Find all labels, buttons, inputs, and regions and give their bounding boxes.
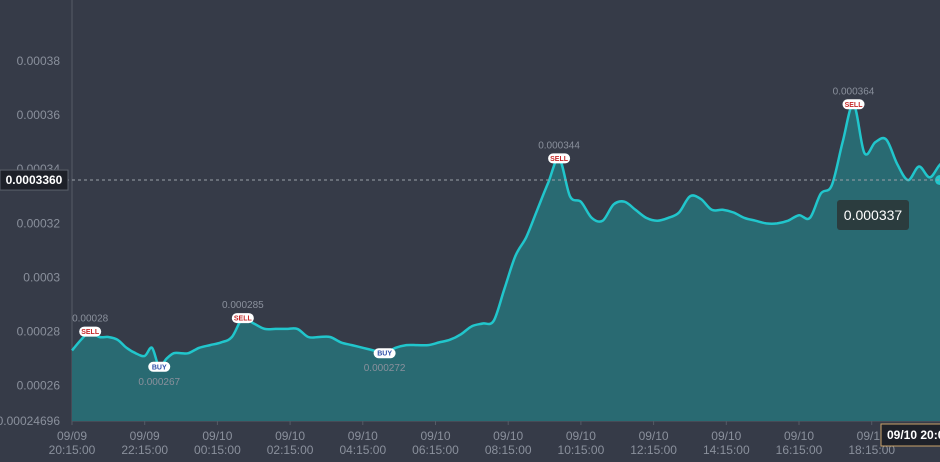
signal-value-label: 0.000267 bbox=[138, 377, 180, 388]
crosshair-value-label: 0.0003360 bbox=[6, 173, 63, 187]
x-tick-time: 22:15:00 bbox=[121, 443, 168, 457]
signal-badge-label: BUY bbox=[152, 364, 167, 371]
signal-badge bbox=[548, 153, 571, 164]
signal-badge-label: SELL bbox=[81, 329, 100, 336]
sell-signal: SELL 0.000364 bbox=[833, 86, 875, 110]
x-tick-date: 09/10 bbox=[275, 429, 305, 443]
y-tick-label: 0.00024696 bbox=[0, 414, 60, 428]
x-tick-time: 04:15:00 bbox=[339, 443, 386, 457]
x-tick-time: 10:15:00 bbox=[558, 443, 605, 457]
x-tick-time: 20:15:00 bbox=[49, 443, 96, 457]
x-tick-time: 00:15:00 bbox=[194, 443, 241, 457]
buy-signal: BUY 0.000272 bbox=[364, 348, 406, 374]
price-line bbox=[71, 103, 940, 369]
x-tick-time: 06:15:00 bbox=[412, 443, 459, 457]
buy-signal: BUY 0.000267 bbox=[138, 361, 181, 388]
x-tick-date: 09/09 bbox=[57, 429, 87, 443]
x-tick-date: 09/09 bbox=[130, 429, 160, 443]
x-tick-date: 09/10 bbox=[493, 429, 523, 443]
crosshair: 0.0003360 09/10 20:0 bbox=[0, 169, 940, 447]
price-area bbox=[72, 104, 940, 421]
signal-badge bbox=[79, 326, 102, 337]
x-tick-date: 09/10 bbox=[420, 429, 450, 443]
signal-badge bbox=[842, 99, 865, 110]
x-axis: 09/0920:15:0009/0922:15:0009/1000:15:000… bbox=[49, 420, 940, 457]
signal-value-label: 0.000272 bbox=[364, 363, 406, 374]
y-tick-label: 0.00036 bbox=[17, 108, 61, 122]
y-tick-label: 0.00026 bbox=[17, 379, 61, 393]
annotations: SELL 0.00028 BUY 0.000267 SELL 0.000285 BUY 0.0… bbox=[72, 86, 875, 388]
x-tick-time: 08:15:00 bbox=[485, 443, 532, 457]
x-tick-time: 14:15:00 bbox=[703, 443, 750, 457]
signal-badge-label: SELL bbox=[550, 156, 569, 163]
tooltip-value: 0.000337 bbox=[844, 207, 903, 223]
signal-badge-label: SELL bbox=[234, 316, 253, 323]
y-tick-label: 0.00038 bbox=[17, 54, 61, 68]
signal-badge-label: SELL bbox=[845, 102, 864, 109]
x-tick-date: 09/10 bbox=[566, 429, 596, 443]
y-tick-label: 0.00028 bbox=[17, 325, 61, 339]
signal-badge bbox=[148, 361, 171, 372]
y-tick-label: 0.0003 bbox=[23, 270, 60, 284]
x-tick-date: 09/10 bbox=[348, 429, 378, 443]
x-tick-date: 09/10 bbox=[857, 429, 887, 443]
value-tooltip: 0.000337 bbox=[837, 200, 909, 230]
x-tick-date: 09/10 bbox=[202, 429, 232, 443]
signal-badge-label: BUY bbox=[377, 351, 392, 358]
series-layer bbox=[71, 103, 940, 421]
signal-value-label: 0.000364 bbox=[833, 86, 875, 97]
signal-badge bbox=[373, 348, 396, 359]
y-tick-label: 0.00032 bbox=[17, 216, 61, 230]
sell-signal: SELL 0.00028 bbox=[72, 314, 109, 337]
signal-value-label: 0.000285 bbox=[222, 300, 264, 311]
signal-value-label: 0.000344 bbox=[538, 140, 580, 151]
x-tick-date: 09/10 bbox=[784, 429, 814, 443]
tooltip-box bbox=[837, 200, 909, 230]
sell-signal: SELL 0.000285 bbox=[222, 300, 264, 324]
x-tick-time: 16:15:00 bbox=[776, 443, 823, 457]
y-axis: 0.000380.000360.000340.000320.00030.0002… bbox=[0, 0, 73, 428]
x-tick-time: 02:15:00 bbox=[267, 443, 314, 457]
sell-signal: SELL 0.000344 bbox=[538, 140, 580, 164]
crosshair-value-box bbox=[0, 169, 69, 191]
x-tick-date: 09/10 bbox=[639, 429, 669, 443]
crosshair-time-label: 09/10 20:0 bbox=[887, 428, 940, 442]
crosshair-time-box bbox=[880, 423, 940, 447]
x-tick-time: 12:15:00 bbox=[630, 443, 677, 457]
signal-badge bbox=[231, 313, 254, 324]
signal-value-label: 0.00028 bbox=[72, 314, 109, 325]
x-tick-date: 09/10 bbox=[711, 429, 741, 443]
